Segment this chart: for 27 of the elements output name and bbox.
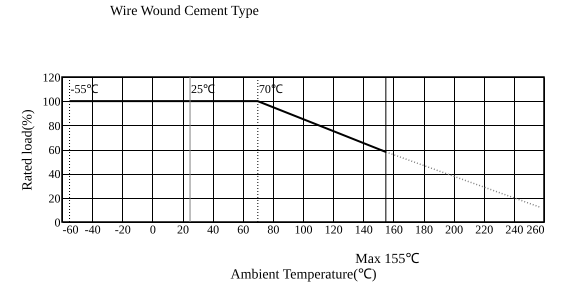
- chart-title: Wire Wound Cement Type: [110, 4, 259, 19]
- x-tick-label: 80: [267, 222, 280, 236]
- x-tick-label: 140: [354, 222, 373, 236]
- y-axis-title: Rated load(%): [20, 109, 36, 191]
- x-tick-label: 120: [324, 222, 343, 236]
- y-tick-label: 120: [42, 70, 60, 84]
- x-tick-label: -40: [84, 222, 101, 236]
- x-axis-title: Ambient Temperature(℃): [230, 268, 377, 282]
- y-tick-label: 20: [48, 191, 60, 206]
- x-tick-label: 40: [207, 222, 220, 236]
- x-tick-label: 220: [475, 222, 494, 236]
- x-tick-label: 240: [505, 222, 524, 236]
- x-tick-label: -20: [114, 222, 131, 236]
- y-tick-label: 60: [48, 143, 60, 157]
- y-tick-label: 40: [48, 167, 60, 182]
- x-tick-label: -60: [62, 222, 78, 236]
- x-tick-label: 180: [415, 222, 433, 236]
- x-tick-label: 100: [294, 222, 312, 236]
- x-tick-label: 200: [445, 222, 464, 236]
- x-tick-label: 0: [150, 222, 156, 236]
- y-tick-label: 80: [48, 118, 60, 133]
- x-tick-label: 260: [526, 222, 544, 236]
- x-tick-label: 20: [177, 222, 189, 236]
- text: Max 155℃: [355, 252, 420, 267]
- x-tick-label: 60: [237, 222, 250, 236]
- x-tick-label: 160: [384, 222, 403, 236]
- y-tick-label: 100: [42, 94, 60, 109]
